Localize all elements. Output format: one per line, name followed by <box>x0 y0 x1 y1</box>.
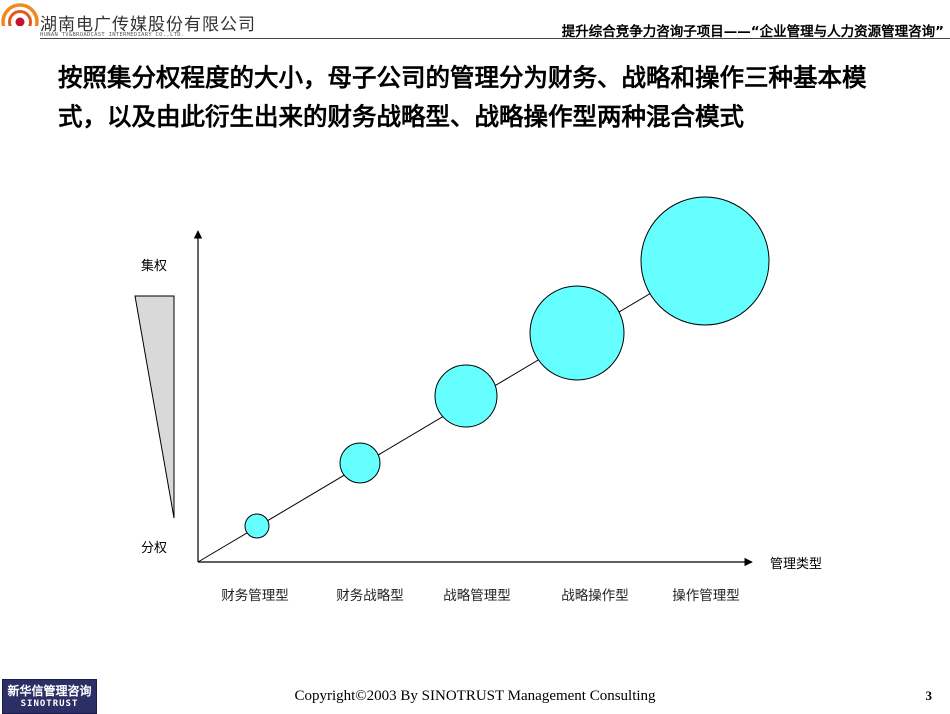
company-logo-icon <box>0 3 40 42</box>
y-axis-label-centralized: 集权 <box>141 259 168 274</box>
x-axis-label: 管理类型 <box>770 557 823 572</box>
sinotrust-logo-cn: 新华信管理咨询 <box>7 684 92 698</box>
page-number: 3 <box>925 688 933 703</box>
centralization-wedge <box>134 295 175 519</box>
sinotrust-logo-en: SINOTRUST <box>20 699 79 709</box>
category-label: 操作管理型 <box>672 588 740 604</box>
bubble-4 <box>529 285 625 381</box>
category-label: 战略操作型 <box>561 588 629 604</box>
category-label: 财务战略型 <box>336 588 404 604</box>
bubble-1 <box>244 513 270 539</box>
company-name-en: HUNAN TV&BROADCAST INTERMEDIARY CO.,LTD. <box>40 32 185 38</box>
y-axis-label-decentralized: 分权 <box>141 541 168 556</box>
category-label: 战略管理型 <box>443 588 511 604</box>
header-divider <box>40 38 950 39</box>
category-label: 财务管理型 <box>221 588 289 604</box>
bubble-5 <box>640 196 770 326</box>
slide-title: 按照集分权程度的大小，母子公司的管理分为财务、战略和操作三种基本模式，以及由此衍… <box>58 63 867 131</box>
bubble-3 <box>434 364 498 428</box>
company-name-cn: 湖南电广传媒股份有限公司 <box>40 15 256 35</box>
project-title: 提升综合竞争力咨询子项目——“企业管理与人力资源管理咨询” <box>561 24 944 40</box>
bubble-2 <box>339 442 381 484</box>
footer-copyright: Copyright©2003 By SINOTRUST Management C… <box>294 688 656 704</box>
